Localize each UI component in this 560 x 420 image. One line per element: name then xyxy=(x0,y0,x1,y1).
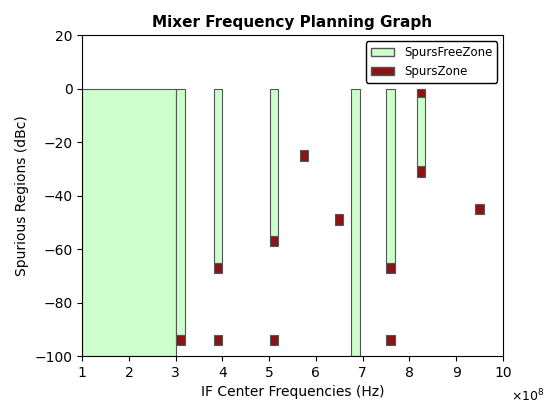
Bar xyxy=(417,166,425,177)
Bar xyxy=(176,335,185,345)
Bar xyxy=(213,335,222,345)
Legend: SpursFreeZone, SpursZone: SpursFreeZone, SpursZone xyxy=(366,41,497,83)
Bar xyxy=(270,335,278,345)
Bar xyxy=(176,89,185,335)
Y-axis label: Spurious Regions (dBc): Spurious Regions (dBc) xyxy=(15,116,29,276)
Bar xyxy=(213,262,222,273)
Bar xyxy=(300,150,309,161)
Title: Mixer Frequency Planning Graph: Mixer Frequency Planning Graph xyxy=(152,15,433,30)
Bar xyxy=(352,89,360,356)
Bar xyxy=(270,236,278,247)
Bar xyxy=(417,89,425,169)
Text: $\times10^8$: $\times10^8$ xyxy=(511,388,545,405)
X-axis label: IF Center Frequencies (Hz): IF Center Frequencies (Hz) xyxy=(201,385,384,399)
Bar xyxy=(386,262,395,273)
Bar xyxy=(270,89,278,236)
Bar xyxy=(335,214,343,225)
Bar xyxy=(82,89,176,356)
Bar xyxy=(386,89,395,262)
Bar xyxy=(475,204,484,214)
Bar xyxy=(417,89,425,97)
Bar xyxy=(213,89,222,262)
Bar xyxy=(386,335,395,345)
